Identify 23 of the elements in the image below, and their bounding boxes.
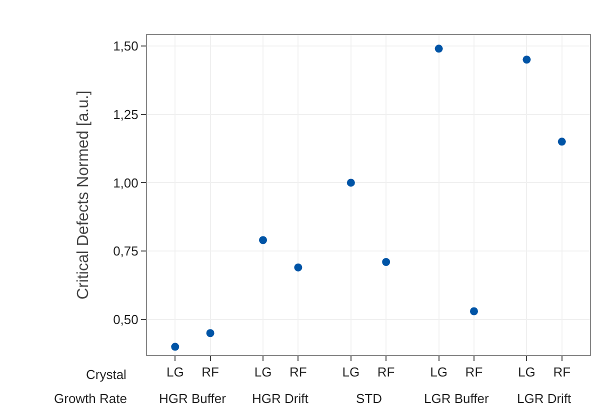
x-tick-label: RF xyxy=(553,364,571,380)
text: Growth Rate xyxy=(54,391,127,406)
y-tick-label: 1,25 xyxy=(113,106,138,122)
x-tick-label: RF xyxy=(465,364,483,380)
y-tick-label: 1,00 xyxy=(113,175,138,190)
text: STD xyxy=(356,391,382,406)
x-tick-label: LG xyxy=(166,364,184,380)
x-tick-label: LG xyxy=(254,364,272,380)
y-tick-label: 0,75 xyxy=(113,244,138,259)
y-tick-label: 1,50 xyxy=(113,38,138,54)
x-tick-label: LG xyxy=(518,364,536,380)
x-tick-label: LG xyxy=(430,364,448,380)
x-tick-label: RF xyxy=(377,364,395,380)
text: HGR Buffer xyxy=(159,391,227,406)
text: HGR Drift xyxy=(252,391,309,406)
y-tick-label: 0,50 xyxy=(113,312,138,327)
x-tick-label: LG xyxy=(342,364,360,380)
text: LGR Drift xyxy=(517,391,572,406)
y-axis-title: Critical Defects Normed [a.u.] xyxy=(74,90,92,300)
text: LGR Buffer xyxy=(424,391,490,406)
text: Crystal xyxy=(86,367,127,382)
x-tick-label: RF xyxy=(290,364,307,380)
x-tick-label: RF xyxy=(202,364,220,380)
